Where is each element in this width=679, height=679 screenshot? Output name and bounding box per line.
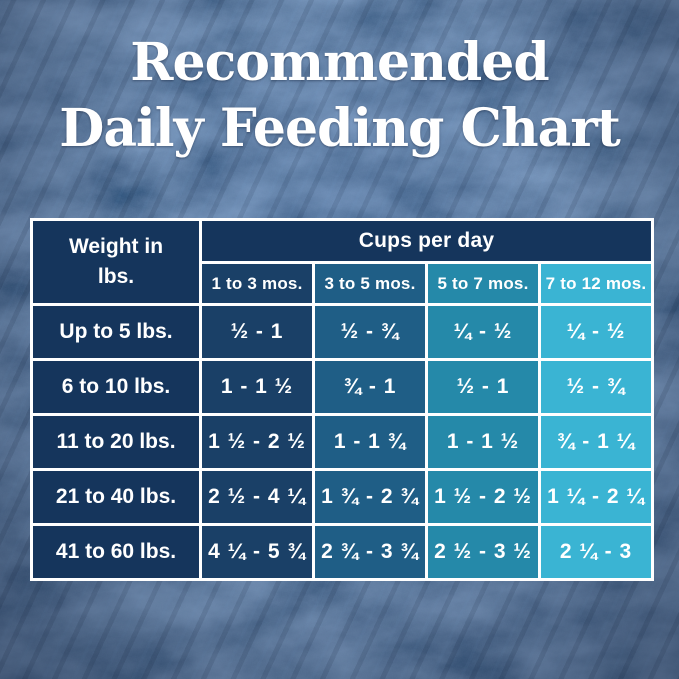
value-cell: 1 ¼ - 2 ¼ — [541, 471, 651, 523]
value-cell: 1 ½ - 2 ½ — [202, 416, 312, 468]
value-cell: 1 ½ - 2 ½ — [428, 471, 538, 523]
value-cell: 2 ½ - 3 ½ — [428, 526, 538, 578]
value-cell: ¼ - ½ — [541, 306, 651, 358]
weight-header-cell: Weight in lbs. — [33, 221, 199, 303]
page-title-line1: Recommended — [130, 32, 549, 93]
age-column-header-1-3: 1 to 3 mos. — [202, 264, 312, 303]
value-cell: 1 - 1 ¾ — [315, 416, 425, 468]
age-column-header-5-7: 5 to 7 mos. — [428, 264, 538, 303]
weight-cell: 41 to 60 lbs. — [33, 526, 199, 578]
value-cell: 2 ¼ - 3 — [541, 526, 651, 578]
value-cell: 1 - 1 ½ — [202, 361, 312, 413]
value-cell: 2 ¾ - 3 ¾ — [315, 526, 425, 578]
age-column-header-3-5: 3 to 5 mos. — [315, 264, 425, 303]
value-cell: 2 ½ - 4 ¼ — [202, 471, 312, 523]
weight-cell: 6 to 10 lbs. — [33, 361, 199, 413]
cups-per-day-header: Cups per day — [202, 221, 651, 261]
feeding-table: Weight in lbs. Cups per day 1 to 3 mos. … — [30, 218, 654, 581]
value-cell: ¾ - 1 — [315, 361, 425, 413]
value-cell: ½ - 1 — [428, 361, 538, 413]
weight-cell: 11 to 20 lbs. — [33, 416, 199, 468]
value-cell: 1 ¾ - 2 ¾ — [315, 471, 425, 523]
value-cell: ¼ - ½ — [428, 306, 538, 358]
weight-header-line2: lbs. — [97, 265, 135, 288]
value-cell: ¾ - 1 ¼ — [541, 416, 651, 468]
weight-header-line1: Weight in — [68, 234, 164, 258]
weight-cell: Up to 5 lbs. — [33, 306, 199, 358]
page-title-line2: Daily Feeding Chart — [59, 98, 621, 159]
value-cell: ½ - 1 — [202, 306, 312, 358]
page-title: Recommended Daily Feeding Chart — [0, 30, 679, 162]
value-cell: ½ - ¾ — [315, 306, 425, 358]
value-cell: 4 ¼ - 5 ¾ — [202, 526, 312, 578]
value-cell: ½ - ¾ — [541, 361, 651, 413]
age-column-header-7-12: 7 to 12 mos. — [541, 264, 651, 303]
weight-cell: 21 to 40 lbs. — [33, 471, 199, 523]
value-cell: 1 - 1 ½ — [428, 416, 538, 468]
